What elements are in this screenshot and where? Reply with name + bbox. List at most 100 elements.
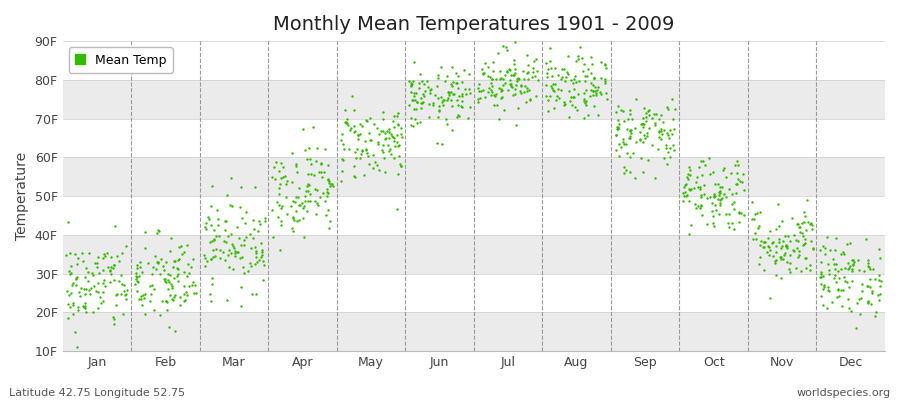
Point (477, 60, 491, 66)
Point (838, 278, 852, 284)
Point (390, 132, 404, 138)
Point (407, 90, 421, 96)
Point (454, 91, 469, 97)
Point (712, 189, 726, 195)
Point (429, 82, 444, 89)
Point (637, 132, 652, 138)
Point (132, 264, 147, 270)
Point (865, 290, 879, 296)
Point (322, 183, 337, 189)
Point (235, 215, 249, 221)
Point (773, 254, 788, 260)
Point (166, 264, 180, 270)
Point (540, 70, 554, 76)
Point (426, 102, 440, 108)
Point (212, 233, 226, 240)
Point (667, 147, 681, 154)
Point (63, 262, 77, 269)
Point (381, 142, 395, 149)
Point (356, 172, 371, 178)
Point (657, 127, 671, 134)
Point (514, 90, 528, 96)
Point (159, 258, 174, 265)
Point (146, 264, 160, 270)
Point (873, 255, 887, 261)
Point (291, 194, 305, 200)
Point (89, 264, 104, 270)
Point (387, 113, 401, 120)
Point (206, 237, 220, 243)
Point (454, 103, 468, 110)
Point (791, 252, 806, 259)
Point (83, 291, 97, 298)
Point (861, 264, 876, 270)
Point (868, 276, 882, 282)
Point (221, 247, 236, 253)
Point (752, 254, 767, 261)
Point (149, 266, 164, 272)
Point (444, 97, 458, 103)
Point (450, 114, 464, 120)
Point (507, 56, 521, 63)
Point (70, 274, 85, 280)
Point (608, 132, 623, 138)
Point (60, 315, 75, 321)
Point (578, 78, 592, 84)
Point (372, 167, 386, 173)
Point (860, 260, 875, 266)
Point (385, 133, 400, 139)
Point (164, 281, 178, 288)
Point (301, 171, 315, 178)
Point (182, 283, 196, 290)
Point (752, 242, 767, 248)
Point (502, 66, 517, 72)
Point (735, 170, 750, 177)
Point (834, 287, 849, 293)
Point (198, 226, 212, 232)
Point (335, 168, 349, 174)
Point (301, 181, 315, 187)
Point (87, 282, 102, 289)
Point (798, 227, 813, 234)
Point (301, 208, 315, 214)
Point (285, 225, 300, 231)
Point (725, 191, 740, 197)
Point (633, 137, 647, 143)
Point (829, 279, 843, 286)
Point (414, 95, 428, 102)
Point (207, 227, 221, 233)
Point (796, 218, 811, 225)
Point (414, 104, 428, 111)
Point (770, 242, 784, 249)
Point (491, 50, 506, 56)
Point (508, 38, 522, 45)
Point (503, 67, 517, 73)
Point (852, 266, 867, 273)
Point (198, 255, 212, 262)
Point (254, 254, 268, 260)
Point (816, 243, 831, 249)
Point (250, 259, 265, 265)
Point (253, 221, 267, 227)
Point (871, 292, 886, 298)
Point (717, 164, 732, 171)
Point (665, 116, 680, 122)
Point (310, 200, 324, 206)
Point (280, 211, 294, 217)
Point (97, 251, 112, 258)
Point (715, 195, 729, 202)
Point (59, 252, 74, 258)
Point (205, 275, 220, 281)
Point (208, 253, 222, 260)
Point (548, 81, 562, 87)
Point (663, 154, 678, 160)
Point (451, 112, 465, 118)
Point (177, 298, 192, 304)
Point (357, 138, 372, 144)
Point (322, 180, 337, 187)
Point (392, 121, 406, 128)
Point (490, 75, 504, 82)
Point (130, 264, 144, 271)
Point (495, 87, 509, 94)
Point (707, 194, 722, 200)
